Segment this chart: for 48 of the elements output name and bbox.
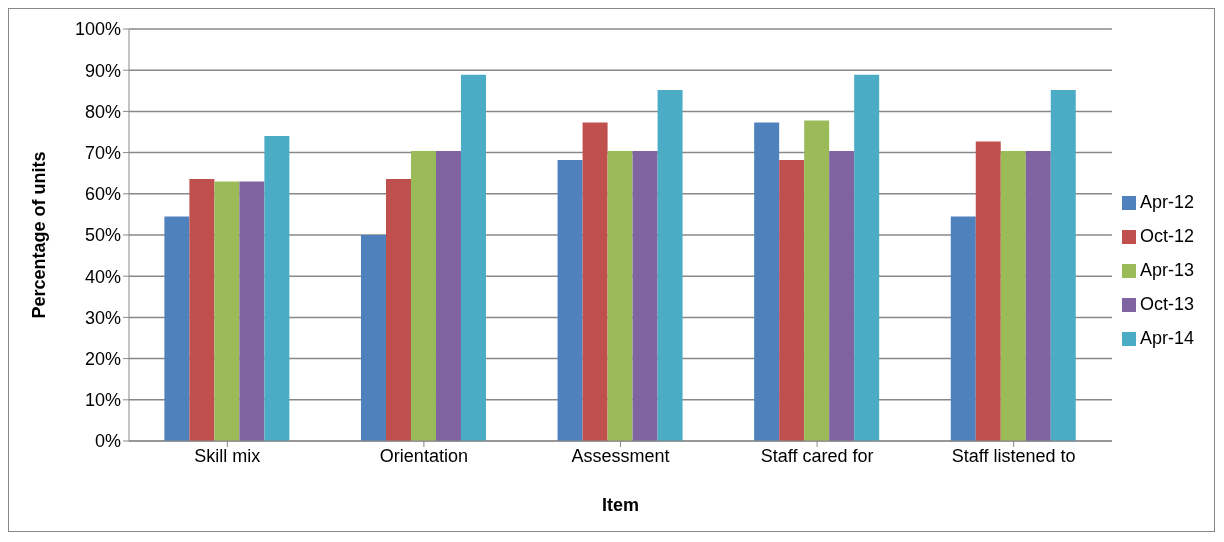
bar xyxy=(460,74,486,441)
x-tick-label: Assessment xyxy=(571,445,670,466)
bar xyxy=(854,74,880,441)
x-tick-label: Staff cared for xyxy=(760,445,874,466)
x-tick-label: Staff listened to xyxy=(951,445,1076,466)
y-tick-label: 40% xyxy=(84,266,121,287)
legend-label: Oct-12 xyxy=(1139,226,1194,246)
y-tick-label: 10% xyxy=(84,390,121,411)
bar xyxy=(214,181,240,441)
legend-label: Apr-13 xyxy=(1139,260,1194,280)
bar xyxy=(1000,150,1026,441)
y-tick-label: 60% xyxy=(84,184,121,205)
y-axis-title: Percentage of units xyxy=(29,151,50,319)
y-tick-label: 100% xyxy=(74,19,121,40)
y-tick-label: 30% xyxy=(84,307,121,328)
legend-label: Oct-13 xyxy=(1139,294,1194,314)
x-axis-title: Item xyxy=(601,495,639,515)
y-tick-label: 90% xyxy=(84,60,121,81)
bar xyxy=(632,150,658,441)
y-tick-label: 80% xyxy=(84,101,121,122)
bar xyxy=(557,160,583,441)
bar xyxy=(435,150,461,441)
y-tick-label: 70% xyxy=(84,142,121,163)
x-tick-label: Skill mix xyxy=(194,445,261,466)
bar xyxy=(1050,89,1076,441)
y-tick-label: 0% xyxy=(94,431,121,452)
bar xyxy=(607,150,633,441)
bar xyxy=(975,141,1001,441)
legend-label: Apr-14 xyxy=(1139,328,1194,348)
bar xyxy=(582,122,608,441)
bar xyxy=(239,181,265,441)
bar xyxy=(410,150,436,441)
bar xyxy=(360,235,386,441)
bar xyxy=(164,216,190,441)
bar xyxy=(189,178,215,441)
bar xyxy=(1025,150,1051,441)
x-tick-label: Orientation xyxy=(379,445,468,466)
bar xyxy=(657,89,683,441)
bar xyxy=(804,120,830,441)
bar xyxy=(950,216,976,441)
legend-label: Apr-12 xyxy=(1139,192,1194,212)
y-tick-label: 50% xyxy=(84,225,121,246)
bar xyxy=(754,122,780,441)
bar xyxy=(264,136,290,441)
bar xyxy=(829,150,855,441)
y-tick-label: 20% xyxy=(84,348,121,369)
bar xyxy=(385,178,411,441)
bar xyxy=(779,160,805,441)
